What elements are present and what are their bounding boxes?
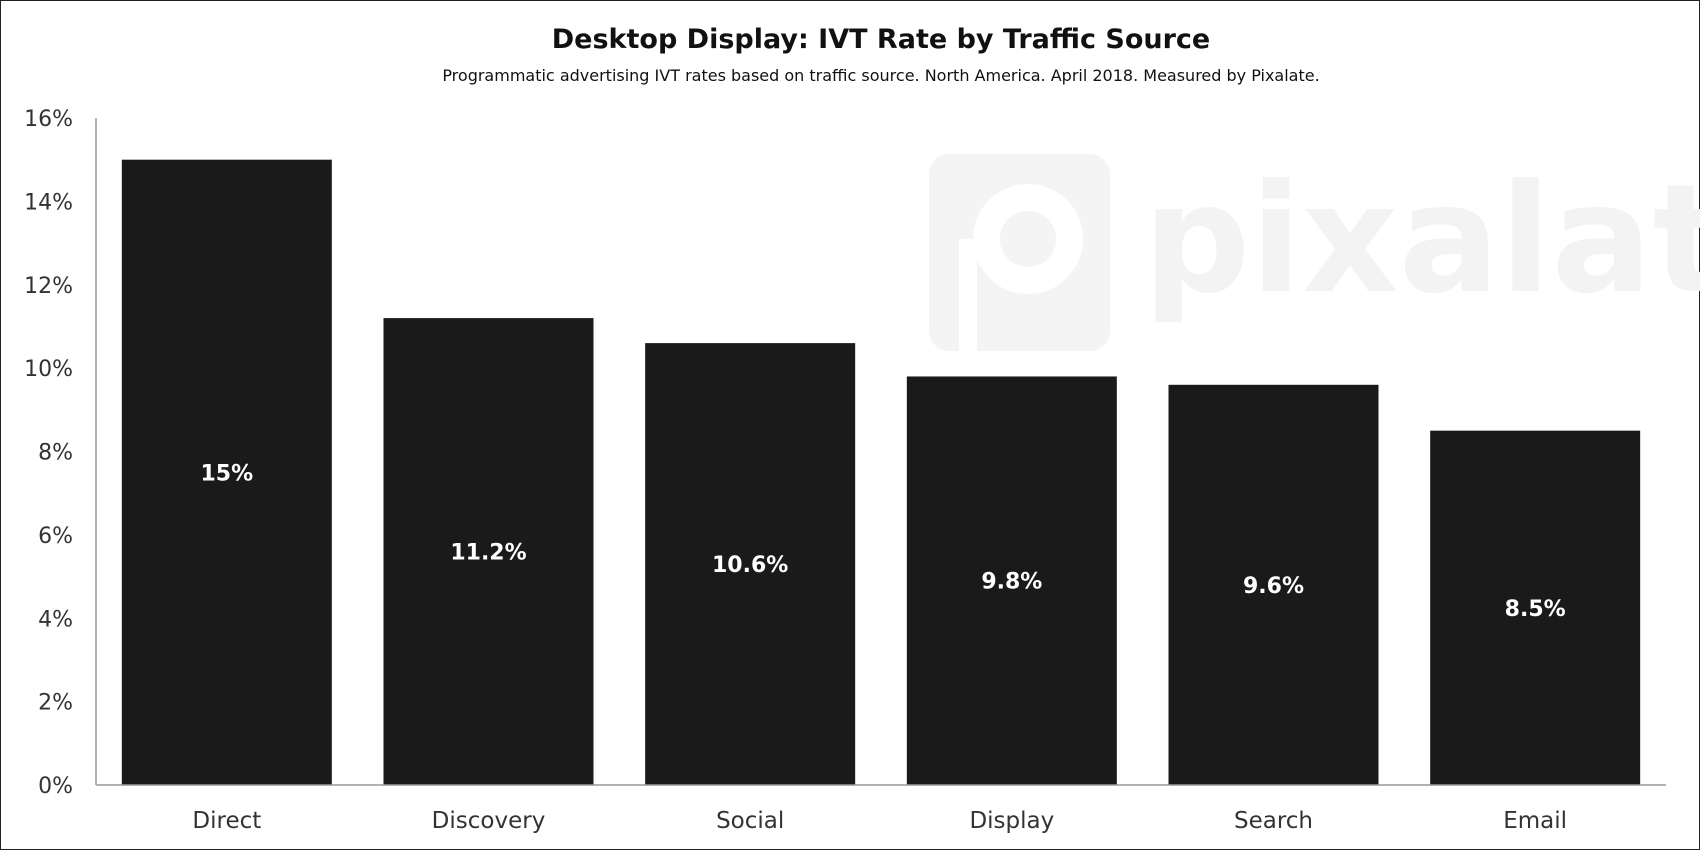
- chart-title: Desktop Display: IVT Rate by Traffic Sou…: [552, 24, 1211, 55]
- bar-display: [906, 376, 1117, 785]
- bar-social: [645, 343, 856, 785]
- y-tick-label: 8%: [38, 441, 73, 466]
- y-tick-label: 2%: [38, 691, 73, 716]
- data-label: 10.6%: [712, 553, 788, 578]
- x-axis-labels: Direct Discovery Social Display Search Email: [192, 808, 1567, 834]
- y-tick-label: 14%: [24, 190, 73, 215]
- data-label: 9.6%: [1243, 574, 1304, 599]
- y-tick-label: 6%: [38, 524, 73, 549]
- y-tick-label: 4%: [38, 607, 73, 632]
- y-axis-ticks: 0% 2% 4% 6% 8% 10% 12% 14% 16%: [24, 107, 73, 799]
- y-tick-label: 12%: [24, 274, 73, 299]
- chart-subtitle: Programmatic advertising IVT rates based…: [442, 66, 1319, 85]
- x-tick-label: Direct: [192, 808, 261, 834]
- data-label: 15%: [200, 461, 253, 486]
- x-tick-label: Search: [1234, 808, 1313, 834]
- watermark-text: pixalate: [1143, 153, 1700, 327]
- y-tick-label: 10%: [24, 357, 73, 382]
- bar-email: [1430, 430, 1641, 785]
- bar-search: [1168, 384, 1379, 785]
- x-tick-label: Discovery: [432, 808, 546, 834]
- data-label: 8.5%: [1505, 597, 1566, 622]
- x-tick-label: Email: [1503, 808, 1567, 834]
- pixalate-logo-icon: [929, 154, 1110, 351]
- bars: 15% 11.2% 10.6% 9.8% 9.6% 8.5%: [121, 159, 1641, 785]
- bar-direct: [121, 159, 332, 785]
- x-tick-label: Display: [969, 808, 1054, 834]
- y-tick-label: 0%: [38, 774, 73, 799]
- y-tick-label: 16%: [24, 107, 73, 132]
- watermark: pixalate: [929, 153, 1700, 351]
- data-label: 9.8%: [981, 570, 1042, 595]
- data-label: 11.2%: [450, 541, 526, 566]
- x-tick-label: Social: [716, 808, 784, 834]
- bar-discovery: [383, 318, 594, 785]
